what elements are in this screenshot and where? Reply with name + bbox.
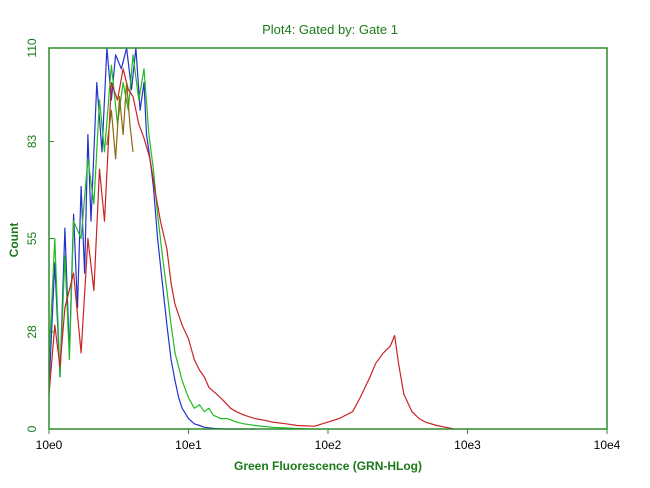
plot-frame: [48, 47, 608, 430]
y-axis-label: Count: [7, 223, 21, 258]
x-tick-label-3: 10e3: [454, 438, 481, 452]
y-tick-label-1: 28: [25, 325, 39, 339]
y-tick-label-2: 55: [25, 232, 39, 246]
y-tick-label-3: 83: [25, 135, 39, 149]
y-tick-label-4: 110: [25, 38, 39, 57]
x-axis-ticks: 10e0 10e1 10e2 10e3 10e4: [36, 429, 621, 452]
series-line-2: [48, 68, 455, 430]
x-tick-label-0: 10e0: [36, 438, 63, 452]
x-tick-label-2: 10e2: [315, 438, 342, 452]
series-line-0: [48, 47, 256, 430]
series-layer: [48, 47, 455, 430]
chart-title: Plot4: Gated by: Gate 1: [262, 22, 398, 37]
x-tick-label-4: 10e4: [594, 438, 621, 452]
x-axis-label: Green Fluorescence (GRN-HLog): [234, 459, 422, 473]
series-line-3: [106, 81, 134, 160]
y-axis-ticks: 0 28 55 83 110: [25, 38, 54, 432]
y-tick-label-0: 0: [25, 425, 39, 432]
x-tick-label-1: 10e1: [175, 438, 202, 452]
